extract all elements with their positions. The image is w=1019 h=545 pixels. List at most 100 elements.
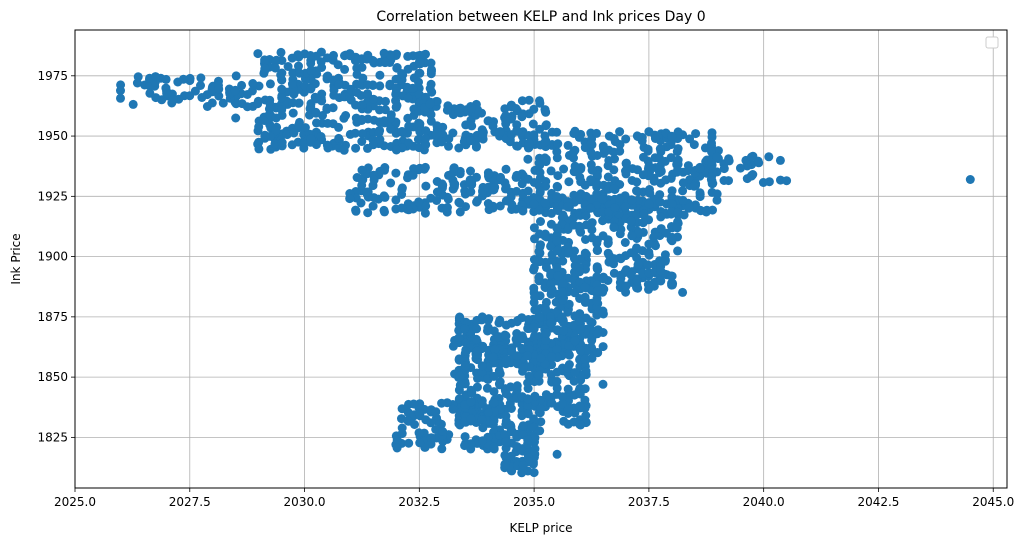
data-point bbox=[455, 312, 465, 322]
data-point bbox=[414, 77, 423, 87]
data-point bbox=[414, 428, 424, 438]
data-point bbox=[312, 118, 321, 128]
data-point bbox=[628, 164, 637, 174]
data-point bbox=[442, 203, 452, 213]
data-point bbox=[632, 253, 642, 263]
data-point bbox=[558, 392, 567, 402]
data-point bbox=[552, 263, 562, 273]
data-point bbox=[615, 127, 625, 137]
data-point bbox=[207, 98, 217, 108]
data-point bbox=[747, 152, 756, 162]
data-point bbox=[421, 126, 431, 136]
data-point bbox=[639, 209, 649, 219]
data-point bbox=[552, 377, 562, 386]
data-point bbox=[358, 129, 367, 139]
data-point bbox=[569, 147, 579, 157]
data-point bbox=[547, 398, 557, 408]
data-point bbox=[495, 127, 505, 137]
data-point bbox=[616, 273, 626, 283]
data-point bbox=[496, 172, 506, 182]
data-point bbox=[466, 414, 476, 424]
data-point bbox=[283, 62, 293, 71]
data-point bbox=[426, 433, 436, 443]
data-point bbox=[484, 169, 494, 179]
data-point bbox=[443, 194, 453, 204]
data-point bbox=[448, 341, 458, 351]
y-tick-label: 1925 bbox=[37, 189, 68, 203]
data-point bbox=[363, 89, 372, 99]
data-point bbox=[513, 141, 523, 151]
data-point bbox=[231, 113, 241, 123]
data-point bbox=[673, 246, 683, 256]
data-point bbox=[557, 295, 567, 305]
data-point bbox=[450, 179, 460, 189]
data-point bbox=[609, 184, 619, 194]
data-point bbox=[345, 194, 355, 204]
y-tick-label: 1950 bbox=[37, 129, 68, 143]
data-point bbox=[598, 274, 608, 284]
data-point bbox=[563, 363, 573, 373]
data-point bbox=[414, 409, 424, 419]
data-point bbox=[489, 442, 499, 452]
data-point bbox=[557, 287, 567, 297]
data-point bbox=[518, 363, 528, 373]
data-point bbox=[465, 176, 475, 186]
data-point bbox=[582, 220, 591, 230]
data-point bbox=[495, 201, 505, 211]
data-point bbox=[421, 201, 431, 211]
data-point bbox=[580, 248, 590, 258]
data-point bbox=[615, 146, 625, 156]
data-point bbox=[552, 383, 562, 393]
data-point bbox=[369, 175, 379, 185]
data-point bbox=[403, 93, 413, 103]
data-point bbox=[524, 95, 534, 105]
data-point bbox=[420, 162, 430, 172]
data-point bbox=[615, 194, 625, 204]
data-point bbox=[598, 141, 608, 151]
data-point bbox=[506, 451, 516, 461]
data-point bbox=[575, 267, 584, 277]
data-point bbox=[603, 161, 613, 171]
data-point bbox=[553, 206, 563, 215]
data-point bbox=[437, 398, 447, 408]
data-point bbox=[586, 147, 596, 157]
data-point bbox=[306, 84, 316, 94]
data-point bbox=[598, 379, 608, 389]
data-point bbox=[667, 186, 677, 196]
data-point bbox=[523, 174, 533, 184]
data-point bbox=[552, 325, 562, 335]
data-point bbox=[559, 318, 568, 328]
data-point bbox=[621, 158, 631, 168]
data-point bbox=[380, 105, 390, 115]
data-point bbox=[644, 127, 654, 137]
data-point bbox=[517, 343, 527, 353]
data-point bbox=[564, 341, 574, 351]
data-point bbox=[632, 131, 642, 141]
data-point bbox=[432, 121, 442, 131]
data-point bbox=[352, 88, 362, 97]
data-point bbox=[598, 342, 608, 352]
data-point bbox=[397, 127, 407, 136]
data-point bbox=[506, 192, 516, 202]
data-point bbox=[553, 271, 563, 281]
data-point bbox=[512, 381, 522, 391]
data-point bbox=[483, 315, 493, 325]
data-point bbox=[575, 195, 584, 205]
data-point bbox=[507, 318, 516, 328]
data-point bbox=[656, 276, 666, 286]
data-point bbox=[356, 198, 366, 208]
data-point bbox=[306, 51, 315, 60]
data-point bbox=[656, 266, 666, 276]
data-point bbox=[381, 57, 391, 67]
data-point bbox=[426, 58, 436, 68]
data-point bbox=[530, 331, 540, 341]
data-point bbox=[633, 259, 643, 269]
data-point bbox=[132, 78, 142, 88]
data-point bbox=[333, 60, 343, 70]
data-point bbox=[644, 284, 653, 294]
data-point bbox=[586, 175, 596, 185]
data-point bbox=[403, 416, 413, 426]
data-point bbox=[536, 217, 545, 226]
data-point bbox=[552, 246, 562, 256]
data-point bbox=[678, 287, 688, 297]
